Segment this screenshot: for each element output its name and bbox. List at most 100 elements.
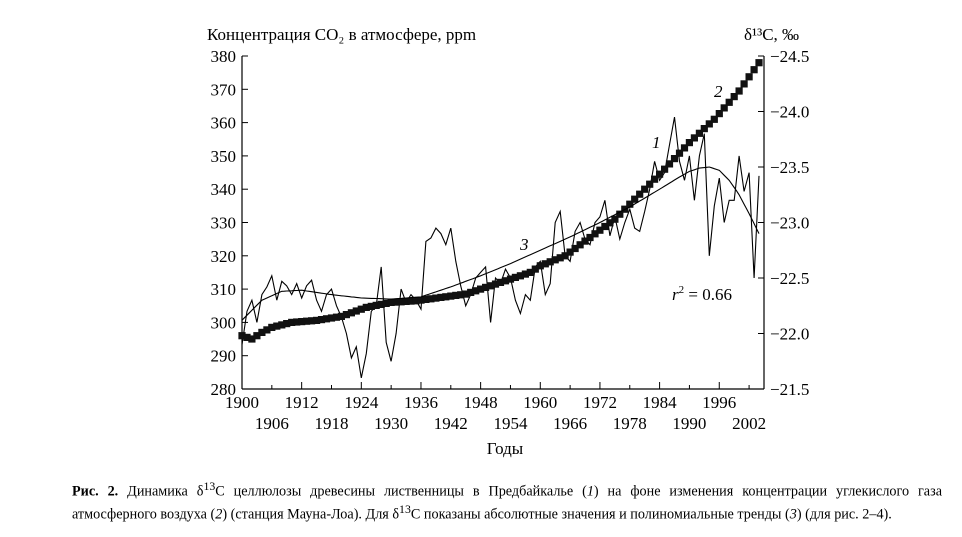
series-2-marker — [482, 283, 490, 291]
x-tick-label-top: 1960 — [523, 393, 557, 412]
caption-ref-1: 1 — [586, 483, 594, 500]
caption-ref-2: 2 — [215, 506, 223, 523]
series-2-marker — [571, 244, 579, 253]
caption-text-1: Динамика δ — [118, 483, 204, 500]
x-axis-title: Годы — [487, 439, 524, 458]
series-2-marker — [641, 185, 649, 193]
series-2-marker — [288, 318, 296, 326]
series-2-marker — [631, 195, 639, 203]
series-2-marker — [437, 293, 445, 301]
series-2-marker — [298, 318, 306, 326]
series-2-marker — [755, 59, 763, 67]
left-tick-label: 300 — [211, 313, 237, 332]
series-2-marker — [581, 237, 589, 245]
right-tick-label: −22.5 — [770, 269, 809, 288]
series-2-marker — [675, 149, 684, 157]
series-2-marker — [253, 332, 261, 340]
right-tick-label: −23.5 — [770, 158, 809, 177]
series-2-marker — [462, 290, 470, 298]
series-2-marker — [636, 190, 644, 198]
series-2-marker — [646, 180, 654, 188]
series-2-marker — [730, 93, 738, 101]
left-tick-label: 290 — [211, 347, 237, 366]
series-2-marker — [576, 241, 584, 249]
caption-text-6: ) (для рис. 2–4). — [796, 506, 892, 523]
right-tick-label: −23.0 — [770, 214, 809, 233]
series-2-marker — [690, 134, 698, 142]
series-2-marker — [651, 175, 659, 183]
series-1-label: 1 — [652, 133, 661, 152]
series-2-marker — [457, 291, 465, 299]
x-tick-label-bottom: 1978 — [613, 414, 647, 433]
left-tick-label: 280 — [211, 380, 237, 399]
series-2-marker — [327, 314, 336, 322]
x-tick-label-bottom: 1954 — [493, 414, 528, 433]
series-2-marker — [626, 200, 634, 208]
x-tick-label-top: 1996 — [702, 393, 736, 412]
caption-sup-2: 13 — [399, 501, 411, 516]
series-2-marker — [397, 298, 405, 306]
left-tick-label: 320 — [211, 247, 237, 266]
series-2-marker — [347, 309, 355, 317]
series-2-marker — [720, 104, 728, 112]
x-tick-label-bottom: 1930 — [374, 414, 408, 433]
series-2-marker — [293, 318, 301, 326]
series-2-marker — [750, 66, 758, 74]
x-tick-label-top: 1912 — [285, 393, 319, 412]
series-2-marker — [735, 87, 743, 95]
series-2-marker — [362, 303, 370, 311]
series-2-marker — [725, 98, 733, 106]
series-2-marker — [685, 139, 693, 147]
x-tick-label-bottom: 1990 — [672, 414, 706, 433]
series-2-marker — [700, 125, 708, 133]
series-2-marker — [561, 252, 569, 260]
left-tick-label: 310 — [211, 280, 237, 299]
caption-sup-1: 13 — [203, 479, 216, 493]
series-2-marker — [377, 300, 385, 308]
series-2-marker — [467, 288, 475, 296]
series-2-marker — [496, 278, 505, 286]
right-axis-title: δ¹³C, ‰ — [744, 25, 799, 44]
right-tick-label: −21.5 — [770, 380, 809, 399]
x-tick-label-top: 1936 — [404, 393, 438, 412]
series-2-marker — [521, 270, 529, 278]
figure-caption: Рис. 2. Динамика δ13C целлюлозы древесин… — [72, 478, 942, 523]
left-axis-title: Концентрация CO₂ в атмосфере, ppm — [207, 25, 476, 44]
series-2-marker — [616, 210, 624, 218]
series-2-marker — [367, 302, 375, 310]
series-2-marker — [715, 110, 723, 118]
series-2-marker — [258, 328, 266, 336]
r2-exponent: 2 — [679, 284, 685, 296]
series-2-marker — [427, 295, 435, 303]
x-tick-label-bottom: 2002 — [732, 414, 766, 433]
series-2-marker — [248, 335, 256, 343]
series-2-marker — [487, 282, 495, 290]
series-2-marker — [322, 315, 331, 323]
series-2-label: 2 — [714, 82, 723, 101]
series-2-marker — [313, 316, 321, 324]
caption-text-3: ) на фоне изменения концентрации углекис… — [72, 483, 943, 523]
series-2-marker — [601, 222, 609, 231]
right-ticks: −21.5 −22.0 −22.5 −23.0 −23.5 −24.0 −24.5 — [758, 47, 809, 399]
right-tick-label: −24.5 — [770, 47, 809, 66]
series-3-curve — [241, 166, 760, 321]
r2-annotation: r2 = 0.66 — [672, 284, 732, 304]
series-2-marker — [740, 80, 748, 88]
series-2-marker — [596, 226, 604, 234]
series-2-marker — [452, 291, 460, 299]
series-2-marker — [332, 313, 341, 321]
series-2-marker — [402, 297, 410, 305]
left-tick-label: 340 — [211, 180, 237, 199]
series-2-marker — [243, 333, 251, 341]
series-2-marker — [447, 292, 455, 300]
series-2-marker — [387, 298, 395, 306]
series-2-marker — [357, 305, 365, 313]
series-2-marker — [407, 297, 415, 305]
x-tick-label-bottom: 1966 — [553, 414, 587, 433]
series-2-marker — [591, 230, 599, 238]
series-2-marker — [661, 165, 669, 173]
series-2-marker — [412, 297, 420, 305]
x-tick-label-bottom: 1942 — [434, 414, 468, 433]
plot-frame — [241, 56, 765, 390]
series-2-marker — [556, 254, 564, 262]
